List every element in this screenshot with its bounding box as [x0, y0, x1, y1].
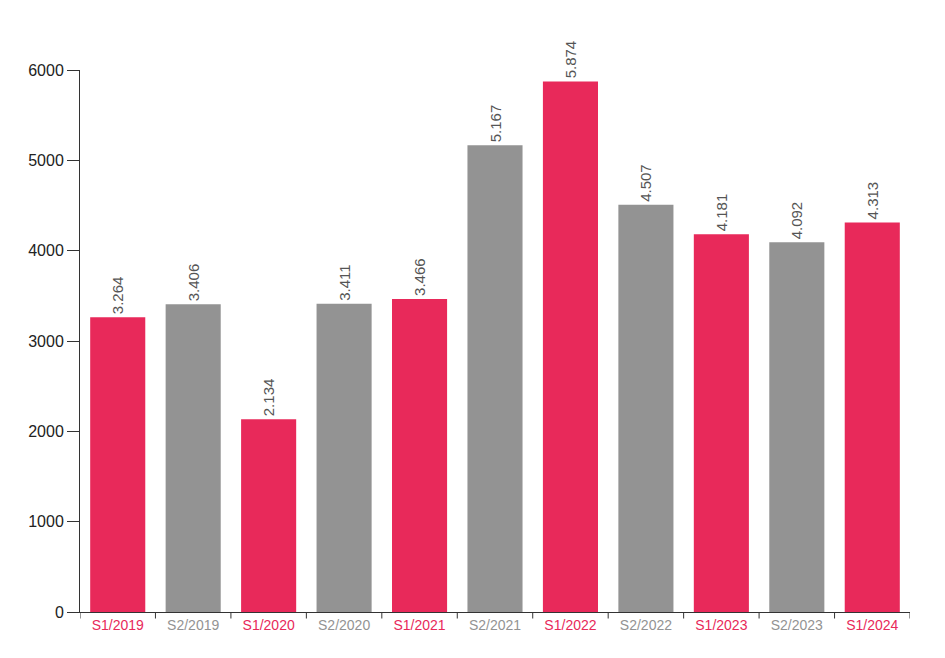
svg-text:S1/2020: S1/2020: [243, 617, 295, 633]
svg-text:5.874: 5.874: [562, 41, 579, 79]
svg-text:S2/2021: S2/2021: [469, 617, 521, 633]
svg-text:4000: 4000: [28, 242, 64, 259]
svg-text:S2/2023: S2/2023: [771, 617, 823, 633]
svg-text:S2/2019: S2/2019: [167, 617, 219, 633]
svg-text:4.181: 4.181: [713, 194, 730, 232]
svg-text:3000: 3000: [28, 333, 64, 350]
svg-text:0: 0: [55, 604, 64, 621]
svg-text:S1/2021: S1/2021: [393, 617, 445, 633]
svg-text:S1/2023: S1/2023: [695, 617, 747, 633]
svg-text:S1/2022: S1/2022: [544, 617, 596, 633]
svg-text:3.406: 3.406: [185, 264, 202, 302]
svg-text:6000: 6000: [28, 62, 64, 79]
svg-text:2000: 2000: [28, 423, 64, 440]
svg-text:4.092: 4.092: [788, 202, 805, 240]
svg-text:S1/2024: S1/2024: [846, 617, 898, 633]
svg-text:S2/2020: S2/2020: [318, 617, 370, 633]
svg-text:5.167: 5.167: [487, 105, 504, 143]
svg-text:3.411: 3.411: [336, 264, 353, 300]
svg-text:2.134: 2.134: [260, 379, 277, 417]
svg-text:3.466: 3.466: [411, 258, 428, 296]
svg-text:S1/2019: S1/2019: [92, 617, 144, 633]
svg-text:5000: 5000: [28, 152, 64, 169]
svg-text:4.313: 4.313: [864, 182, 881, 220]
svg-text:3.264: 3.264: [109, 277, 126, 315]
svg-text:1000: 1000: [28, 513, 64, 530]
svg-text:S2/2022: S2/2022: [620, 617, 672, 633]
svg-text:4.507: 4.507: [637, 164, 654, 202]
